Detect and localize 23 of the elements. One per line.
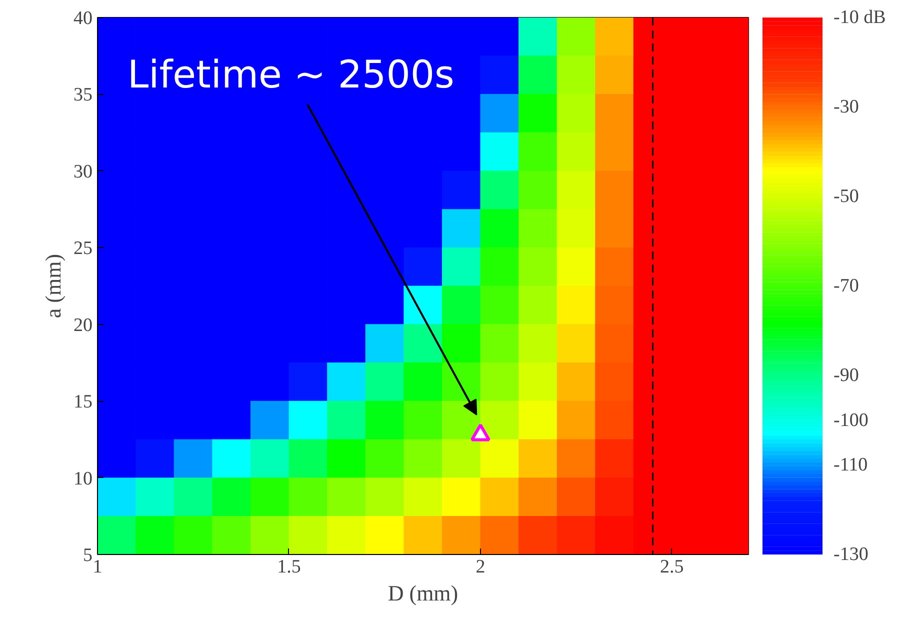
color-bar-label: -30 xyxy=(834,96,859,118)
x-axis-title: D (mm) xyxy=(388,580,458,606)
color-bar-label: -90 xyxy=(834,365,859,386)
y-tick-label: 15 xyxy=(74,392,92,413)
y-tick-label: 5 xyxy=(83,545,92,566)
color-bar-label: -130 xyxy=(834,544,868,565)
color-bar-label: -10 dB xyxy=(834,7,886,28)
y-tick-label: 40 xyxy=(74,8,92,29)
color-bar-label: -100 xyxy=(834,410,868,431)
x-tick-label: 1 xyxy=(92,556,102,578)
color-bar-label: -70 xyxy=(834,276,859,296)
y-tick-label: 30 xyxy=(74,161,92,182)
y-tick-label: 35 xyxy=(74,84,92,106)
x-tick-label: 2 xyxy=(476,556,486,578)
y-tick-label: 25 xyxy=(74,238,92,260)
x-tick-label: 2.5 xyxy=(660,556,684,578)
annotation: Lifetime ~ 2500s xyxy=(128,52,454,96)
x-tick-label: 1.5 xyxy=(277,556,301,578)
color-bar-label: -110 xyxy=(834,454,868,476)
y-tick-label: 20 xyxy=(74,314,92,336)
color-bar-label: -50 xyxy=(834,186,859,207)
y-axis-title: a (mm) xyxy=(40,254,66,318)
y-tick-label: 10 xyxy=(74,468,92,490)
